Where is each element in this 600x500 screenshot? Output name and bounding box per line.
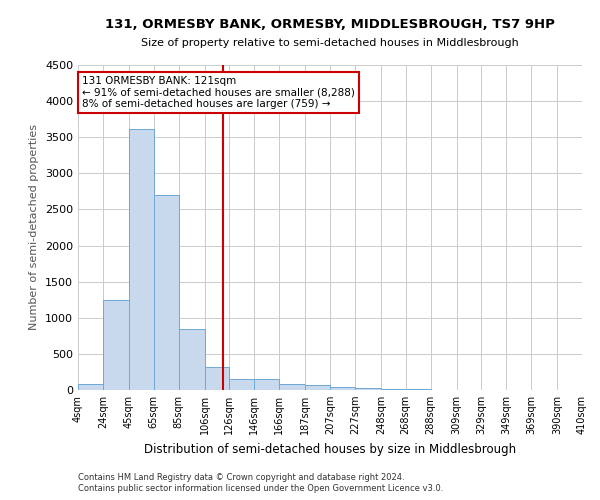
Bar <box>305 386 330 390</box>
Text: Contains HM Land Registry data © Crown copyright and database right 2024.: Contains HM Land Registry data © Crown c… <box>78 472 404 482</box>
Y-axis label: Number of semi-detached properties: Number of semi-detached properties <box>29 124 40 330</box>
Text: Contains public sector information licensed under the Open Government Licence v3: Contains public sector information licen… <box>78 484 443 493</box>
Bar <box>406 389 431 390</box>
Text: 131 ORMESBY BANK: 121sqm
← 91% of semi-detached houses are smaller (8,288)
8% of: 131 ORMESBY BANK: 121sqm ← 91% of semi-d… <box>82 76 355 109</box>
Bar <box>229 379 254 390</box>
Bar <box>279 384 305 390</box>
Bar <box>103 300 129 390</box>
Text: Size of property relative to semi-detached houses in Middlesbrough: Size of property relative to semi-detach… <box>141 38 519 48</box>
Bar <box>381 388 406 390</box>
Bar <box>205 367 229 390</box>
Bar <box>330 387 355 390</box>
Bar <box>355 388 381 390</box>
X-axis label: Distribution of semi-detached houses by size in Middlesbrough: Distribution of semi-detached houses by … <box>144 442 516 456</box>
Bar <box>129 128 154 390</box>
Bar <box>179 328 205 390</box>
Text: 131, ORMESBY BANK, ORMESBY, MIDDLESBROUGH, TS7 9HP: 131, ORMESBY BANK, ORMESBY, MIDDLESBROUG… <box>105 18 555 30</box>
Bar <box>78 384 103 390</box>
Bar <box>154 195 179 390</box>
Bar <box>254 379 279 390</box>
